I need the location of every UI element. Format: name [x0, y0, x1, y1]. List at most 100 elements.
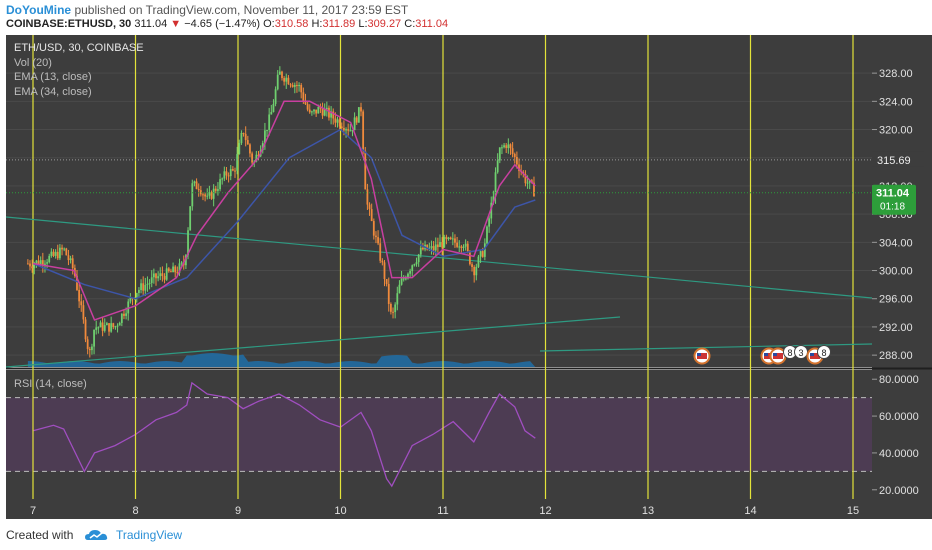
price-tick-label: 300.00 — [879, 266, 913, 278]
candle-body — [490, 202, 493, 219]
candle-body — [210, 192, 213, 199]
candle-body — [340, 126, 343, 128]
candle-body — [180, 262, 183, 264]
footer: Created with TradingView — [0, 520, 932, 550]
us-flag-icon[interactable] — [693, 347, 711, 365]
candle-body — [349, 130, 352, 132]
last-price-badge: 311.04 01:18 — [872, 184, 916, 215]
candle-body — [355, 117, 358, 123]
candle-body — [129, 298, 132, 302]
candle-body — [46, 262, 48, 264]
candle-body — [278, 71, 281, 75]
candle-body — [432, 246, 435, 251]
candle-body — [44, 263, 46, 266]
candle-body — [426, 244, 429, 250]
lower-trendline[interactable] — [539, 343, 873, 352]
candle-body — [449, 237, 452, 239]
candle-body — [161, 273, 164, 277]
candle-body — [165, 268, 168, 280]
tradingview-brand-link[interactable]: TradingView — [116, 528, 183, 542]
candle-body — [193, 181, 196, 184]
ema13-line — [32, 100, 536, 321]
candle-body — [255, 154, 258, 162]
event-count-badge[interactable]: 8 — [817, 345, 831, 359]
candle-body — [488, 218, 491, 227]
candle-body — [415, 262, 418, 265]
event-count-badge[interactable]: 3 — [794, 345, 808, 359]
candle-body — [69, 258, 72, 261]
candle-body — [351, 130, 354, 132]
time-tick-label: 13 — [642, 505, 654, 517]
publish-header: DoYouMine published on TradingView.com, … — [6, 3, 408, 17]
candle-body — [219, 179, 221, 190]
price-pane[interactable] — [6, 35, 872, 367]
price-axis[interactable] — [872, 35, 932, 499]
candle-body — [103, 325, 106, 331]
candle-body — [283, 78, 286, 82]
candle-body — [227, 175, 230, 177]
candle-body — [345, 129, 347, 131]
candle-body — [458, 246, 461, 248]
candle-body — [249, 144, 251, 154]
candle-body — [246, 140, 249, 145]
legend-vol[interactable]: Vol (20) — [14, 57, 52, 69]
candle-body — [95, 327, 98, 330]
candle-body — [507, 144, 510, 149]
price-gridlines — [6, 72, 872, 356]
high-label: H: — [311, 18, 323, 30]
candle-body — [63, 248, 66, 250]
time-tick-label: 9 — [235, 505, 241, 517]
event-count-badge[interactable]: 8 — [783, 345, 797, 359]
candle-body — [251, 153, 253, 163]
candle-body — [174, 266, 177, 273]
candle-body — [204, 194, 207, 197]
candle-body — [52, 251, 55, 256]
author-link[interactable]: DoYouMine — [6, 3, 72, 17]
axis-corner — [872, 499, 932, 519]
candle-body — [430, 246, 433, 248]
candle-body — [35, 260, 38, 265]
candle-body — [375, 235, 377, 238]
time-tick-label: 8 — [132, 505, 138, 517]
candle-body — [466, 243, 469, 252]
candle-body — [80, 301, 83, 306]
candle-body — [411, 265, 414, 271]
candle-body — [285, 77, 288, 82]
candle-body — [334, 118, 337, 123]
resistance-trendline[interactable] — [5, 216, 873, 299]
candle-body — [439, 242, 441, 248]
reference-price-label: 315.69 — [877, 155, 911, 167]
candle-body — [120, 313, 123, 323]
candle-body — [317, 107, 320, 114]
candle-body — [419, 247, 422, 255]
candle-body — [524, 173, 527, 184]
candle-body — [152, 273, 155, 278]
tradingview-logo-icon[interactable] — [84, 527, 112, 543]
low-label: L: — [358, 18, 368, 30]
us-flag-icon[interactable] — [769, 347, 787, 365]
support-trendline[interactable] — [5, 316, 621, 368]
candle-body — [473, 266, 476, 276]
countdown-label: 01:18 — [880, 202, 905, 213]
candle-body — [364, 150, 367, 190]
legend-ema13[interactable]: EMA (13, close) — [14, 71, 92, 83]
legend-rsi[interactable]: RSI (14, close) — [14, 378, 87, 390]
candle-body — [475, 266, 478, 276]
candle-body — [135, 293, 138, 298]
candle-body — [441, 242, 444, 248]
chart-canvas[interactable]: 288.00292.00296.00300.00304.00308.00312.… — [0, 35, 932, 520]
candle-body — [319, 107, 322, 109]
publish-info: published on TradingView.com, November 1… — [74, 3, 409, 17]
time-axis[interactable] — [6, 499, 872, 519]
rsi-pane[interactable] — [6, 370, 872, 499]
chart-title[interactable]: ETH/USD, 30, COINBASE — [14, 42, 144, 54]
candle-body — [61, 247, 63, 250]
candle-body — [114, 326, 117, 328]
candle-body — [362, 111, 365, 151]
candle-body — [37, 260, 40, 265]
candle-body — [368, 204, 371, 210]
legend-ema34[interactable]: EMA (34, close) — [14, 86, 92, 98]
candle-body — [434, 244, 437, 251]
rsi-axis-labels: 20.0000 40.0000 60.0000 80.0000 — [872, 374, 919, 497]
candle-body — [187, 230, 189, 256]
